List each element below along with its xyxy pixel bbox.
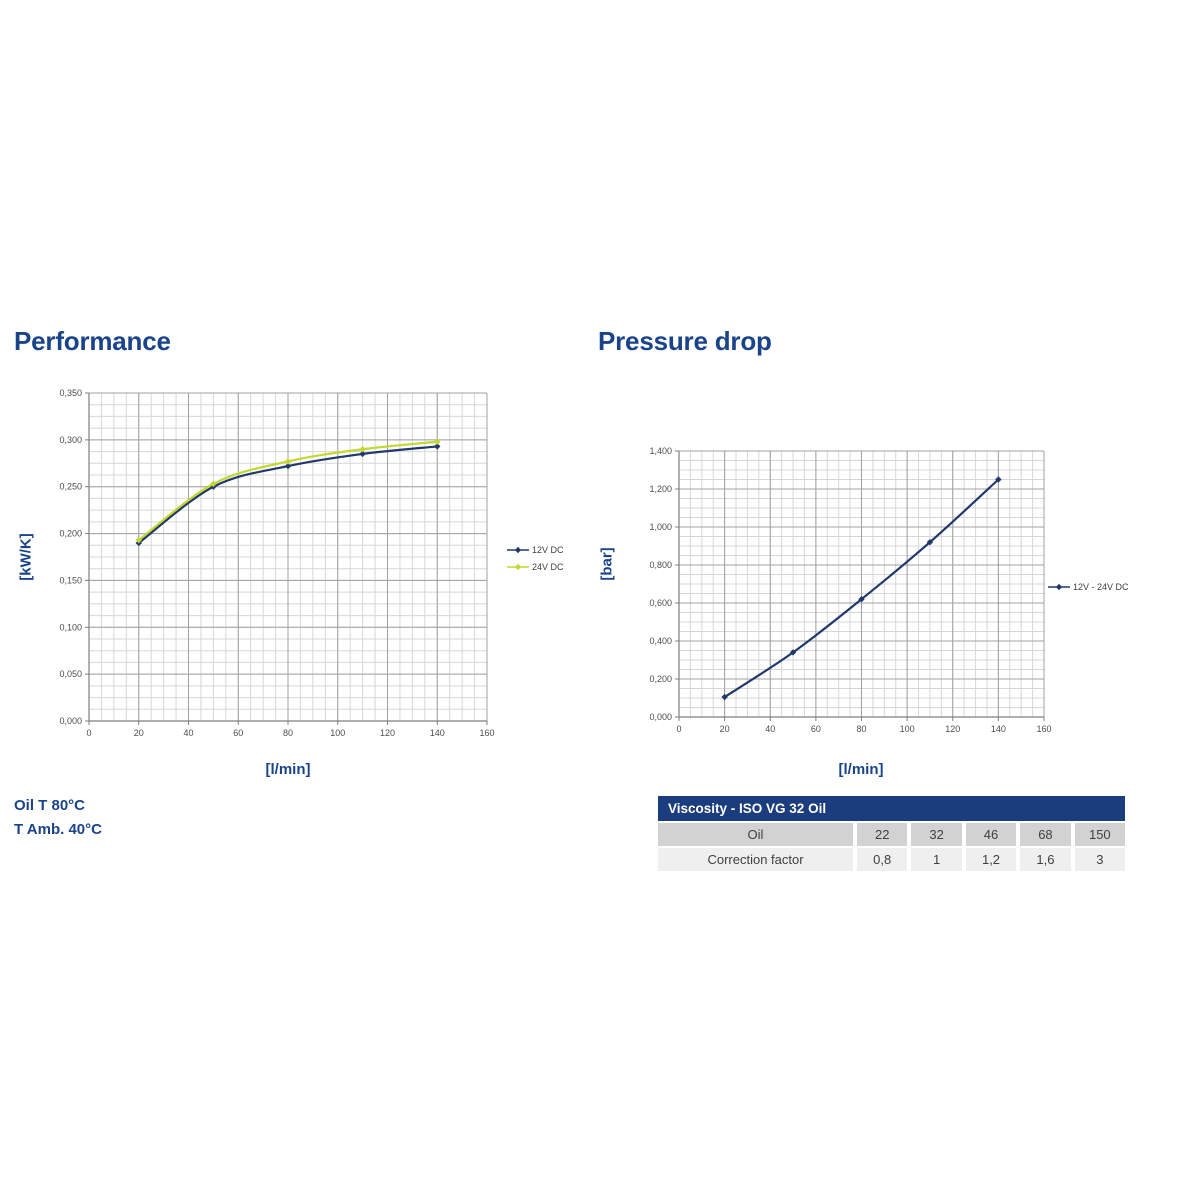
table-cell: 22 [857, 823, 908, 846]
svg-text:1,200: 1,200 [649, 484, 672, 494]
svg-text:120: 120 [945, 724, 960, 734]
table-cell: 1,6 [1020, 848, 1071, 871]
svg-text:0: 0 [676, 724, 681, 734]
legend-label: 12V - 24V DC [1073, 582, 1129, 592]
table-row-label: Correction factor [658, 848, 853, 871]
svg-text:0,350: 0,350 [59, 388, 82, 398]
svg-text:0,100: 0,100 [59, 622, 82, 632]
svg-text:0,250: 0,250 [59, 482, 82, 492]
svg-text:0,150: 0,150 [59, 575, 82, 585]
svg-text:140: 140 [430, 728, 445, 738]
legend-item-12v-24v-dc: 12V - 24V DC [1048, 581, 1129, 593]
table-row-label: Oil [658, 823, 853, 846]
svg-text:0,400: 0,400 [649, 636, 672, 646]
svg-text:100: 100 [900, 724, 915, 734]
svg-text:0,050: 0,050 [59, 669, 82, 679]
oil-temperature-note: Oil T 80°C [14, 797, 86, 814]
svg-text:160: 160 [1036, 724, 1051, 734]
performance-x-axis-unit: [l/min] [265, 761, 311, 778]
legend-label: 12V DC [532, 545, 564, 555]
svg-text:0,000: 0,000 [649, 712, 672, 722]
svg-text:120: 120 [380, 728, 395, 738]
table-cell: 150 [1074, 823, 1126, 846]
svg-text:80: 80 [283, 728, 293, 738]
performance-y-axis-unit: [kW/K] [17, 533, 35, 581]
table-cell: 1,2 [965, 848, 1017, 871]
table-cell: 3 [1074, 848, 1126, 871]
viscosity-table-header: Viscosity - ISO VG 32 Oil [658, 796, 1125, 821]
svg-text:0,600: 0,600 [649, 598, 672, 608]
svg-text:160: 160 [479, 728, 494, 738]
line-diamond-marker-icon [1048, 583, 1070, 591]
viscosity-table: Viscosity - ISO VG 32 Oil Oil 22 32 46 6… [658, 796, 1126, 871]
svg-text:1,000: 1,000 [649, 522, 672, 532]
svg-text:20: 20 [720, 724, 730, 734]
svg-text:40: 40 [765, 724, 775, 734]
legend-item-24v-dc: 24V DC [507, 561, 564, 573]
pressure-drop-legend: 12V - 24V DC [1048, 581, 1129, 593]
line-diamond-marker-icon [507, 546, 529, 554]
svg-text:0,000: 0,000 [59, 716, 82, 726]
svg-text:60: 60 [233, 728, 243, 738]
svg-text:60: 60 [811, 724, 821, 734]
legend-item-12v-dc: 12V DC [507, 544, 564, 556]
table-cell: 32 [911, 823, 962, 846]
performance-title: Performance [14, 326, 171, 356]
svg-text:0,200: 0,200 [59, 529, 82, 539]
performance-conditions: Oil T 80°C T Amb. 40°C [14, 794, 102, 842]
ambient-temperature-note: T Amb. 40°C [14, 821, 102, 838]
performance-legend: 12V DC 24V DC [507, 544, 564, 573]
table-row-oil: Oil 22 32 46 68 150 [658, 823, 1126, 846]
pressure-drop-x-axis-unit: [l/min] [838, 761, 884, 778]
svg-text:0,800: 0,800 [649, 560, 672, 570]
line-diamond-marker-icon [507, 563, 529, 571]
svg-text:140: 140 [991, 724, 1006, 734]
svg-text:0,200: 0,200 [649, 674, 672, 684]
svg-text:0: 0 [86, 728, 91, 738]
svg-text:0,300: 0,300 [59, 435, 82, 445]
svg-text:20: 20 [134, 728, 144, 738]
table-cell: 46 [965, 823, 1017, 846]
table-row-correction-factor: Correction factor 0,8 1 1,2 1,6 3 [658, 848, 1126, 871]
pressure-drop-title: Pressure drop [598, 326, 772, 356]
svg-text:1,400: 1,400 [649, 446, 672, 456]
performance-chart: 0 20 40 60 80 100 120 140 160 0,000 0,050 0,100 0,15… [59, 388, 494, 738]
svg-text:40: 40 [183, 728, 193, 738]
svg-text:80: 80 [856, 724, 866, 734]
legend-label: 24V DC [532, 562, 564, 572]
table-cell: 0,8 [857, 848, 908, 871]
svg-text:100: 100 [330, 728, 345, 738]
table-cell: 68 [1020, 823, 1071, 846]
pressure-drop-chart: 0 20 40 60 80 100 120 140 160 0,000 0,200 0,400 0,60… [649, 446, 1051, 734]
pressure-drop-y-axis-unit: [bar] [598, 547, 616, 581]
table-cell: 1 [911, 848, 962, 871]
